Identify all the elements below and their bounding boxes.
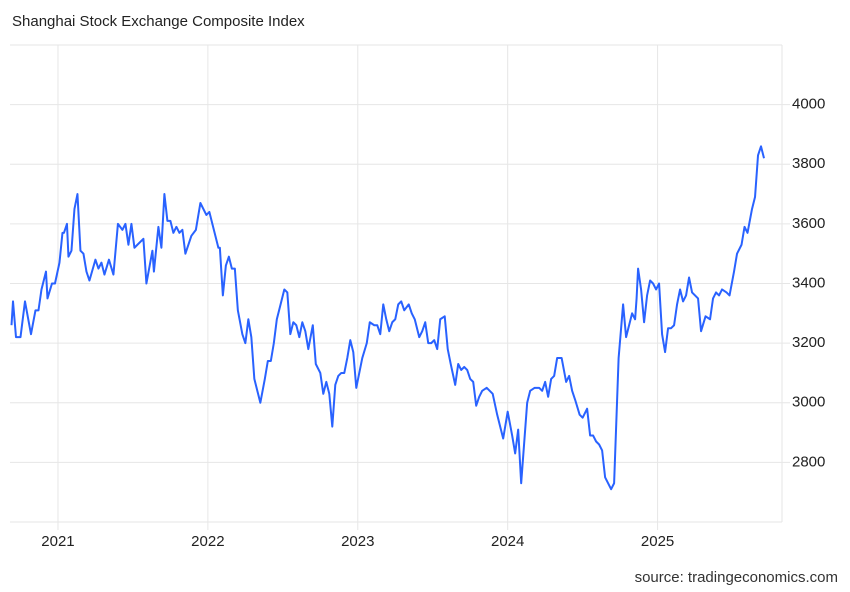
- y-tick-label: 2800: [792, 453, 825, 470]
- x-tick-label: 2022: [191, 533, 224, 550]
- y-tick-label: 3200: [792, 334, 825, 351]
- index-line: [10, 145, 765, 491]
- y-tick-label: 3000: [792, 394, 825, 411]
- x-tick-label: 2024: [491, 533, 524, 550]
- x-tick-label: 2025: [641, 533, 674, 550]
- y-tick-label: 3400: [792, 274, 825, 291]
- x-tick-label: 2021: [41, 533, 74, 550]
- source-note: source: tradingeconomics.com: [635, 569, 838, 586]
- y-tick-label: 3600: [792, 215, 825, 232]
- y-tick-label: 3800: [792, 155, 825, 172]
- y-tick-label: 4000: [792, 96, 825, 113]
- chart-title: Shanghai Stock Exchange Composite Index: [12, 13, 305, 30]
- x-tick-label: 2023: [341, 533, 374, 550]
